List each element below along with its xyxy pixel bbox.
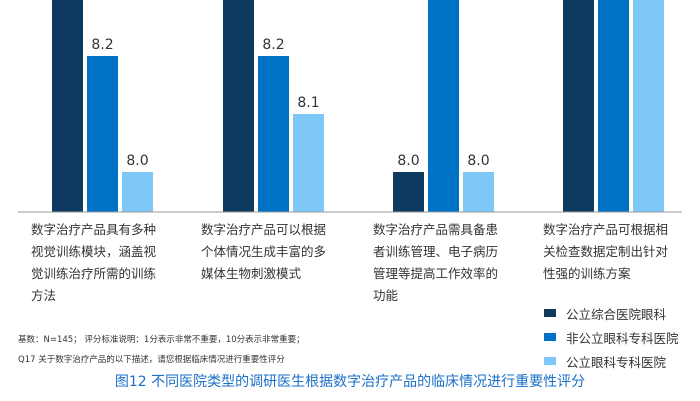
legend-item: 公立眼科专科医院 (544, 350, 679, 372)
category-label-line: 方法 (31, 288, 57, 303)
bar (393, 172, 424, 212)
category-label-line: 数字治疗产品可根据相 (543, 222, 669, 237)
figure-caption: 图12 不同医院类型的调研医生根据数字治疗产品的临床情况进行重要性评分 (114, 374, 586, 390)
category-label-line: 媒体生物刺激模式 (201, 266, 302, 281)
category-label: 数字治疗产品可根据相 关检查数据定制出针对 性强的训练方案 (543, 219, 698, 285)
bar (563, 0, 594, 212)
category-label-line: 管理等提高工作效率的 (373, 266, 499, 281)
value-label: 8.1 (297, 95, 319, 111)
question-note: Q17 关于数字治疗产品的以下描述，请您根据临床情况进行重要性评分 (18, 355, 285, 365)
category-label: 数字治疗产品需具备患 者训练管理、电子病历 管理等提高工作效率的 功能 (373, 219, 528, 307)
bar (122, 172, 153, 212)
bar (258, 56, 289, 212)
legend-label: 公立眼科专科医院 (566, 354, 667, 370)
category-label: 数字治疗产品具有多种 视觉训练模块，涵盖视 觉训练治疗所需的训练 方法 (31, 219, 186, 307)
category-label-line: 视觉训练模块，涵盖视 (31, 244, 157, 259)
category-label-line: 关检查数据定制出针对 (543, 244, 669, 259)
bars-group (52, 0, 664, 212)
legend-item: 公立综合医院眼科 (544, 302, 679, 324)
category-label-line: 觉训练治疗所需的训练 (31, 266, 157, 281)
bar (633, 0, 664, 212)
bar-chart: 8.38.28.08.38.28.18.08.38.08.38.48.3 (18, 0, 682, 213)
category-label-line: 者训练管理、电子病历 (373, 244, 499, 259)
legend-item: 非公立眼科专科医院 (544, 326, 679, 348)
legend-label: 公立综合医院眼科 (566, 306, 667, 322)
legend-swatch-private-specialty (544, 333, 556, 341)
value-label: 8.0 (397, 153, 419, 169)
legend-label: 非公立眼科专科医院 (566, 330, 679, 346)
bar (463, 172, 494, 212)
value-label: 8.0 (467, 153, 489, 169)
bar (293, 114, 324, 212)
bar (598, 0, 629, 212)
bar (223, 0, 254, 212)
category-label-line: 性强的训练方案 (543, 266, 631, 281)
value-labels-group: 8.38.28.08.38.28.18.08.38.08.38.48.3 (91, 37, 489, 169)
bar (428, 0, 459, 212)
category-label-line: 数字治疗产品需具备患 (373, 222, 499, 237)
value-label: 8.2 (91, 37, 113, 53)
category-label-line: 数字治疗产品可以根据 (201, 222, 327, 237)
legend-swatch-public-general (544, 309, 556, 317)
value-label: 8.0 (126, 153, 148, 169)
value-label: 8.2 (262, 37, 284, 53)
legend-swatch-public-specialty (544, 357, 556, 365)
legend: 公立综合医院眼科 非公立眼科专科医院 公立眼科专科医院 (544, 302, 679, 374)
bar (87, 56, 118, 212)
category-label: 数字治疗产品可以根据 个体情况生成丰富的多 媒体生物刺激模式 (201, 219, 356, 285)
base-note: 基数：N=145； 评分标准说明：1分表示非常不重要，10分表示非常重要； (18, 335, 305, 345)
category-label-line: 功能 (373, 288, 399, 303)
category-label-line: 数字治疗产品具有多种 (31, 222, 157, 237)
bar (52, 0, 83, 212)
category-label-line: 个体情况生成丰富的多 (201, 244, 327, 259)
